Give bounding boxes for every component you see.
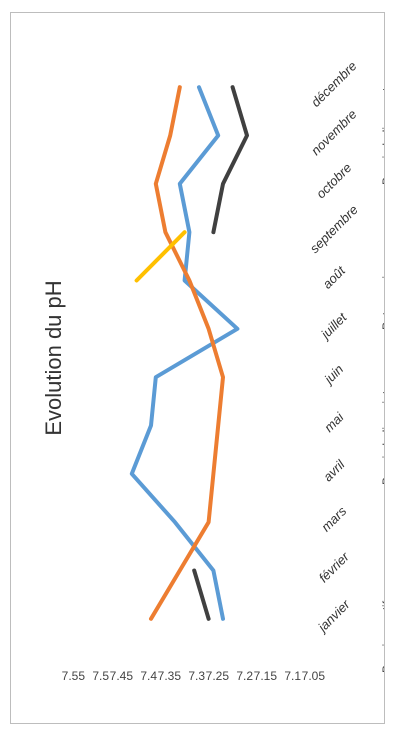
- series-line-1: [149, 85, 225, 621]
- legend-label: Pataugeoire: [380, 265, 384, 330]
- x-tick-label: janvier: [314, 596, 354, 636]
- chart-frame: Evolution du pH 7.55 7.5 7.45 7.4 7.35 7.3 7.2…: [10, 12, 385, 724]
- x-tick-label: juin: [320, 362, 346, 388]
- x-tick-label: février: [316, 549, 353, 586]
- x-tick-label: août: [320, 262, 349, 291]
- y-tick-label: 7.2: [236, 669, 253, 683]
- x-tick-label: mai: [321, 409, 347, 435]
- x-tick-label: mars: [318, 503, 349, 534]
- x-tick-label: octobre: [313, 160, 354, 201]
- series-line-0: [129, 85, 240, 621]
- legend-label: Bassin ludique ext: [380, 87, 384, 185]
- chart-title: Evolution du pH: [41, 280, 66, 435]
- line-chart: Evolution du pH 7.55 7.5 7.45 7.4 7.35 7.3 7.2…: [41, 58, 384, 683]
- series-line-3: [134, 230, 187, 283]
- x-tick-label: septembre: [307, 202, 361, 256]
- y-tick-label: 7.35: [158, 669, 182, 683]
- y-tick-label: 7.25: [206, 669, 230, 683]
- y-tick-label: 7.15: [254, 669, 278, 683]
- y-tick-label: 7.45: [110, 669, 134, 683]
- y-tick-label: 7.05: [302, 669, 326, 683]
- x-tick-label: décembre: [308, 58, 359, 109]
- y-tick-label: 7.3: [188, 669, 205, 683]
- legend-label: Bassin sportif: [380, 600, 384, 673]
- y-tick-label: 7.1: [284, 669, 301, 683]
- y-tick-label: 7.55: [62, 669, 86, 683]
- x-tick-label: novembre: [308, 107, 359, 158]
- y-tick-label: 7.5: [92, 669, 109, 683]
- y-tick-label: 7.4: [140, 669, 157, 683]
- x-tick-label: juillet: [317, 309, 351, 343]
- legend-label: Bassin ludique int: [380, 390, 384, 485]
- x-tick-label: avril: [320, 456, 348, 484]
- series-line-2: [192, 85, 249, 621]
